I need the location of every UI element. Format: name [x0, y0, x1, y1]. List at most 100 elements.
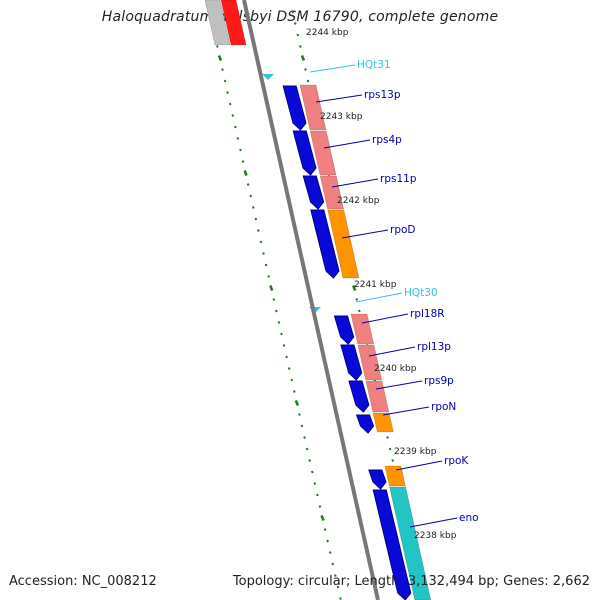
- inner-tick: [217, 55, 223, 61]
- kbp-label: 2241 kbp: [354, 280, 397, 290]
- trna-marker: [262, 74, 274, 80]
- inner-tick: [292, 390, 296, 393]
- kbp-label: 2240 kbp: [374, 364, 417, 374]
- inner-tick: [231, 114, 235, 117]
- inner-tick: [275, 309, 278, 313]
- inner-tick: [243, 170, 248, 176]
- cog-segment: [350, 313, 375, 345]
- cds-arrow: [372, 489, 412, 600]
- outer-tick: [296, 33, 300, 37]
- outer-tick: [304, 68, 307, 71]
- inner-tick: [326, 539, 329, 543]
- feature-label-rpl18R: rpl18R: [410, 308, 445, 320]
- inner-tick: [228, 102, 232, 106]
- feature-label-rpl13p: rpl13p: [417, 341, 451, 353]
- inner-tick: [257, 229, 260, 232]
- inner-tick: [226, 91, 229, 94]
- cog-segment: [299, 84, 327, 131]
- cog-segment: [372, 412, 394, 433]
- inner-tick: [313, 482, 317, 485]
- outer-tick: [300, 55, 306, 61]
- cds-arrow: [333, 315, 355, 345]
- outer-tick: [352, 285, 357, 291]
- inner-tick: [323, 528, 327, 531]
- kbp-label: 2238 kbp: [414, 531, 457, 541]
- inner-tick: [300, 424, 304, 428]
- outer-tick: [306, 79, 310, 83]
- cog-segment: [357, 344, 383, 381]
- inner-tick: [251, 206, 255, 209]
- inner-tick: [269, 285, 274, 291]
- inner-tick: [277, 321, 281, 324]
- leader-line: [361, 313, 409, 324]
- inner-tick: [336, 585, 340, 589]
- inner-tick: [239, 148, 242, 152]
- leader-line: [355, 292, 403, 303]
- inner-tick: [298, 413, 301, 416]
- inner-tick: [259, 240, 263, 244]
- feature-label-HQt31: HQt31: [357, 59, 391, 71]
- feature-label-eno: eno: [459, 512, 479, 524]
- cog-segment: [365, 380, 390, 413]
- feature-label-rps13p: rps13p: [364, 89, 401, 101]
- cog-segment: [319, 175, 344, 210]
- cog-segment: [204, 0, 231, 46]
- outer-tick: [355, 298, 359, 301]
- outer-tick: [299, 45, 302, 48]
- inner-tick: [272, 298, 276, 301]
- inner-tick: [303, 436, 306, 439]
- feature-label-rpoK: rpoK: [444, 455, 469, 467]
- outer-tick: [293, 22, 297, 25]
- genome-summary-text: Topology: circular; Length: 3,132,494 bp…: [232, 574, 590, 589]
- inner-tick: [236, 137, 240, 140]
- map-title: Haloquadratum walsbyi DSM 16790, complet…: [101, 9, 499, 25]
- feature-label-rpoN: rpoN: [431, 401, 456, 413]
- outer-tick: [391, 459, 395, 462]
- leader-line: [315, 94, 363, 103]
- cog-segment: [389, 486, 432, 600]
- cds-arrow: [302, 175, 325, 210]
- inner-tick: [318, 505, 322, 508]
- inner-tick: [233, 125, 237, 129]
- inner-tick: [294, 400, 300, 406]
- inner-tick: [290, 378, 294, 382]
- inner-tick: [254, 217, 258, 221]
- inner-tick: [249, 194, 253, 198]
- kbp-label: 2243 kbp: [320, 112, 363, 122]
- cds-arrow: [310, 209, 340, 279]
- feature-label-rpoD: rpoD: [390, 224, 416, 236]
- genome-backbone: [242, 0, 380, 600]
- leader-line: [382, 406, 430, 416]
- inner-tick: [282, 344, 286, 347]
- inner-tick: [305, 447, 309, 451]
- leader-line: [309, 64, 356, 73]
- feature-labels: HQt31 rps13p rps4p rps11p rpoD HQt30 rpl18R rpl…: [309, 59, 479, 528]
- inner-tick: [223, 79, 227, 83]
- inner-tick: [308, 459, 312, 462]
- cds-arrow: [282, 85, 307, 131]
- leader-line: [341, 229, 389, 239]
- cds-ring: [262, 74, 412, 600]
- outer-tick: [386, 436, 389, 439]
- accession-text: Accession: NC_008212: [9, 574, 157, 589]
- kbp-label: 2239 kbp: [394, 447, 437, 457]
- outer-tick: [358, 309, 361, 313]
- leader-line: [375, 380, 423, 390]
- inner-tick: [280, 332, 283, 336]
- cog-segment: [384, 465, 406, 487]
- cds-arrow: [355, 414, 375, 434]
- feature-label-rps9p: rps9p: [424, 375, 454, 387]
- cds-arrow: [368, 469, 387, 490]
- leader-line: [323, 139, 371, 149]
- inner-tick: [246, 183, 250, 186]
- cds-arrow: [340, 344, 363, 381]
- inner-tick: [320, 515, 325, 521]
- inner-tick: [339, 597, 342, 600]
- inner-tick: [264, 263, 268, 267]
- feature-label-HQt30: HQt30: [404, 287, 438, 299]
- leader-line: [331, 178, 379, 188]
- leader-line: [409, 517, 458, 528]
- cog-segment: [220, 0, 247, 46]
